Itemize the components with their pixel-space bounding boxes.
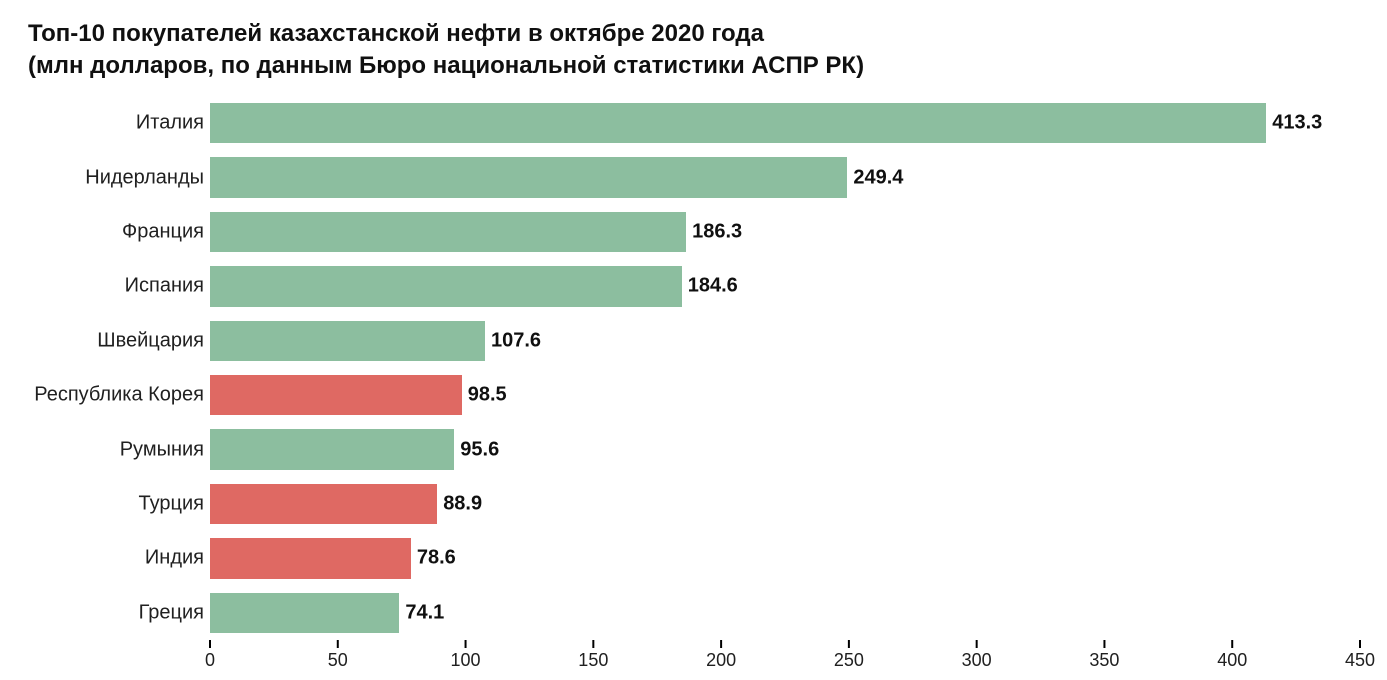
bar xyxy=(210,266,682,306)
category-label: Франция xyxy=(122,220,210,243)
bar-row: Франция186.3 xyxy=(210,205,1360,259)
category-label: Индия xyxy=(145,547,210,570)
x-tick-label: 400 xyxy=(1217,640,1247,671)
category-label: Румыния xyxy=(120,438,210,461)
x-tick-label: 450 xyxy=(1345,640,1375,671)
value-label: 184.6 xyxy=(682,275,738,298)
x-tick-label: 100 xyxy=(451,640,481,671)
bar xyxy=(210,103,1266,143)
category-label: Швейцария xyxy=(97,329,210,352)
category-label: Италия xyxy=(136,112,210,135)
bar-row: Испания184.6 xyxy=(210,259,1360,313)
bar-row: Индия78.6 xyxy=(210,531,1360,585)
x-tick-label: 350 xyxy=(1089,640,1119,671)
value-label: 98.5 xyxy=(462,384,507,407)
category-label: Испания xyxy=(125,275,210,298)
x-tick-label: 50 xyxy=(328,640,348,671)
bar xyxy=(210,321,485,361)
bar-row: Нидерланды249.4 xyxy=(210,150,1360,204)
bar-row: Греция74.1 xyxy=(210,586,1360,640)
x-axis xyxy=(210,640,1360,648)
bar xyxy=(210,429,454,469)
chart-title-line2: (млн долларов, по данным Бюро национальн… xyxy=(28,50,1367,82)
category-label: Греция xyxy=(139,601,210,624)
category-label: Турция xyxy=(139,492,210,515)
category-label: Республика Корея xyxy=(34,384,210,407)
value-label: 74.1 xyxy=(399,601,444,624)
value-label: 413.3 xyxy=(1266,112,1322,135)
bar-row: Швейцария107.6 xyxy=(210,314,1360,368)
x-tick-label: 250 xyxy=(834,640,864,671)
bar xyxy=(210,538,411,578)
bar-chart-plot: Италия413.3Нидерланды249.4Франция186.3Ис… xyxy=(210,96,1360,640)
x-tick-label: 200 xyxy=(706,640,736,671)
chart-titles: Топ-10 покупателей казахстанской нефти в… xyxy=(28,18,1367,83)
bar xyxy=(210,375,462,415)
bar-row: Республика Корея98.5 xyxy=(210,368,1360,422)
bars-layer: Италия413.3Нидерланды249.4Франция186.3Ис… xyxy=(210,96,1360,640)
x-tick-label: 300 xyxy=(962,640,992,671)
value-label: 249.4 xyxy=(847,166,903,189)
value-label: 107.6 xyxy=(485,329,541,352)
x-tick-label: 150 xyxy=(578,640,608,671)
value-label: 186.3 xyxy=(686,220,742,243)
category-label: Нидерланды xyxy=(85,166,210,189)
chart-title-line1: Топ-10 покупателей казахстанской нефти в… xyxy=(28,18,1367,50)
bar xyxy=(210,157,847,197)
bar-row: Италия413.3 xyxy=(210,96,1360,150)
bar xyxy=(210,212,686,252)
x-tick-label: 0 xyxy=(205,640,215,671)
chart-container: Топ-10 покупателей казахстанской нефти в… xyxy=(0,0,1387,680)
value-label: 78.6 xyxy=(411,547,456,570)
bar-row: Румыния95.6 xyxy=(210,422,1360,476)
bar-row: Турция88.9 xyxy=(210,477,1360,531)
bar xyxy=(210,593,399,633)
value-label: 95.6 xyxy=(454,438,499,461)
bar xyxy=(210,484,437,524)
value-label: 88.9 xyxy=(437,492,482,515)
